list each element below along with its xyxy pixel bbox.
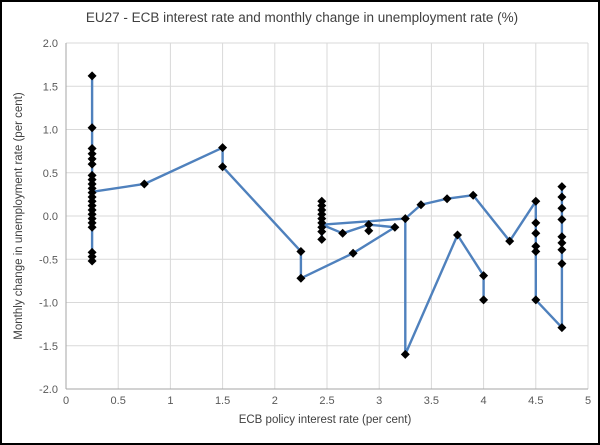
- data-point-marker: [557, 232, 567, 242]
- data-point-marker: [468, 190, 478, 200]
- y-tick-label: 0.5: [43, 168, 58, 180]
- data-point-marker: [364, 220, 374, 230]
- data-point-marker: [531, 218, 541, 228]
- y-tick-label: 1.0: [43, 125, 58, 137]
- data-point-marker: [531, 241, 541, 251]
- data-point-marker: [531, 246, 541, 256]
- chart-title: EU27 - ECB interest rate and monthly cha…: [85, 10, 519, 25]
- x-tick-label: 2: [272, 395, 278, 407]
- data-point-marker: [531, 295, 541, 305]
- x-tick-label: 1.5: [215, 395, 230, 407]
- data-point-marker: [296, 273, 306, 283]
- data-point-marker: [139, 179, 149, 189]
- data-point-marker: [364, 226, 374, 236]
- x-tick-label: 0.5: [111, 395, 126, 407]
- x-tick-label: 3.5: [424, 395, 439, 407]
- data-point-marker: [557, 245, 567, 255]
- data-point-marker: [296, 246, 306, 256]
- data-point-marker: [557, 238, 567, 248]
- data-point-marker: [557, 259, 567, 269]
- data-point-marker: [218, 162, 228, 172]
- x-tick-label: 4.5: [528, 395, 543, 407]
- x-tick-label: 4: [481, 395, 487, 407]
- data-point-marker: [505, 236, 515, 246]
- x-tick-label: 1: [167, 395, 173, 407]
- y-tick-label: -2.0: [39, 384, 58, 396]
- data-point-marker: [87, 123, 97, 133]
- data-point-marker: [400, 349, 410, 359]
- data-point-marker: [479, 295, 489, 305]
- data-point-marker: [87, 154, 97, 164]
- data-point-marker: [348, 248, 358, 258]
- data-point-marker: [87, 144, 97, 154]
- data-point-marker: [338, 228, 348, 238]
- y-axis-title: Monthly change in unemployment rate (per…: [13, 92, 25, 340]
- x-tick-label: 5: [585, 395, 591, 407]
- data-point-marker: [317, 234, 327, 244]
- data-point-marker: [557, 323, 567, 333]
- data-point-marker: [557, 214, 567, 224]
- x-axis-title: ECB policy interest rate (per cent): [238, 414, 412, 426]
- data-point-marker: [317, 227, 327, 237]
- data-point-marker: [557, 203, 567, 213]
- y-tick-label: -1.5: [39, 341, 58, 353]
- data-point-marker: [87, 159, 97, 169]
- data-point-marker: [400, 214, 410, 224]
- data-point-marker: [442, 194, 452, 204]
- data-point-marker: [453, 230, 462, 240]
- data-point-marker: [218, 143, 228, 153]
- data-point-marker: [390, 222, 400, 232]
- data-point-marker: [531, 196, 541, 206]
- data-point-marker: [87, 222, 97, 232]
- data-point-marker: [557, 182, 567, 192]
- data-point-marker: [87, 71, 97, 81]
- y-tick-label: 1.5: [43, 81, 58, 93]
- y-tick-label: 2.0: [43, 38, 58, 50]
- data-point-marker: [87, 149, 97, 159]
- y-tick-label: 0.0: [43, 211, 58, 223]
- x-tick-label: 2.5: [319, 395, 334, 407]
- y-tick-label: -1.0: [39, 298, 58, 310]
- data-point-marker: [557, 192, 567, 202]
- data-point-marker: [479, 271, 489, 281]
- series-line-drop-branch: [404, 217, 485, 356]
- x-tick-label: 3: [376, 395, 382, 407]
- data-point-marker: [87, 256, 97, 266]
- y-tick-label: -0.5: [39, 254, 58, 266]
- data-point-marker: [416, 200, 426, 210]
- data-point-marker: [531, 228, 541, 238]
- x-tick-label: 0: [63, 395, 69, 407]
